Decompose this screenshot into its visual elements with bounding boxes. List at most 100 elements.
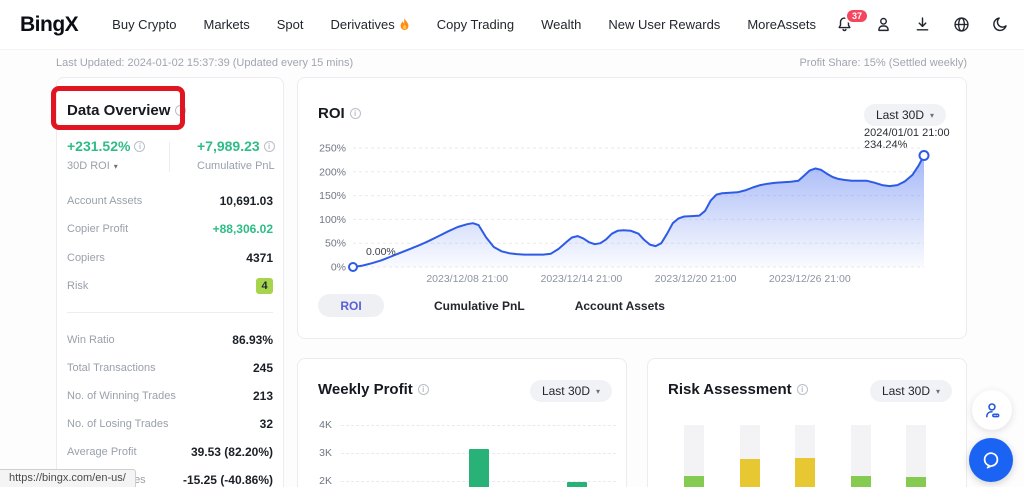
live-chat-button[interactable] [969, 438, 1013, 482]
stat-pnl-label: Cumulative PnL [197, 160, 275, 172]
overview-title: Data Overview [67, 102, 187, 119]
risk-bar-fill [851, 476, 871, 487]
status-bar-url: https://bingx.com/en-us/ [0, 469, 136, 487]
y-axis-tick: 3K [319, 447, 332, 459]
info-icon[interactable] [175, 105, 187, 116]
row-win-ratio: Win Ratio 86.93% [67, 333, 273, 347]
nav-item-markets[interactable]: Markets [203, 17, 250, 32]
nav-item-copy-trading[interactable]: Copy Trading [436, 17, 515, 32]
svg-text:2023/12/14 21:00: 2023/12/14 21:00 [541, 273, 623, 285]
row-copiers: Copiers 4371 [67, 251, 273, 265]
risk-level-badge: 4 [256, 278, 273, 294]
data-overview-card: Data Overview +231.52% 30D ROI▾ +7,989.2… [51, 77, 284, 487]
risk-bar-fill [795, 458, 815, 487]
info-icon[interactable] [796, 384, 808, 395]
svg-text:2023/12/20 21:00: 2023/12/20 21:00 [655, 273, 737, 285]
nav-item-wealth[interactable]: Wealth [541, 17, 582, 32]
info-icon[interactable] [349, 108, 361, 119]
row-total-transactions: Total Transactions 245 [67, 361, 273, 375]
tab-roi[interactable]: ROI [318, 294, 384, 317]
y-axis-tick: 2K [319, 475, 332, 487]
stat-30d-roi: +231.52% 30D ROI▾ [67, 138, 146, 172]
profit-bar [567, 482, 587, 487]
info-icon[interactable] [134, 140, 146, 152]
top-nav: BingX Buy Crypto Markets Spot Derivative… [0, 0, 1024, 50]
fire-icon [399, 18, 410, 31]
nav-item-derivatives[interactable]: Derivatives [330, 17, 409, 32]
nav-right: Assets 37 [776, 7, 1011, 35]
bingx-logo[interactable]: BingX [20, 12, 79, 36]
chart-tabs: ROI Cumulative PnL Account Assets [318, 294, 665, 317]
chat-bubble-icon [980, 449, 1002, 471]
row-winning-trades: No. of Winning Trades 213 [67, 389, 273, 403]
risk-bar-fill [684, 476, 704, 487]
last-updated-text: Last Updated: 2024-01-02 15:37:39 (Updat… [56, 57, 354, 69]
svg-text:2023/12/26 21:00: 2023/12/26 21:00 [769, 273, 851, 285]
svg-text:200%: 200% [319, 166, 346, 178]
risk-bar-fill [740, 459, 760, 487]
svg-text:50%: 50% [325, 238, 346, 250]
row-losing-trades: No. of Losing Trades 32 [67, 417, 273, 431]
info-icon[interactable] [263, 140, 275, 152]
roi-title: ROI [318, 105, 361, 122]
download-app-icon[interactable] [913, 15, 933, 35]
risk-bar-track [795, 425, 815, 487]
svg-text:0%: 0% [331, 262, 346, 274]
notification-count-badge: 37 [844, 7, 869, 24]
notification-bell-icon[interactable]: 37 [835, 7, 869, 35]
svg-text:2023/12/08 21:00: 2023/12/08 21:00 [426, 273, 508, 285]
svg-text:150%: 150% [319, 190, 346, 202]
section-divider [67, 312, 273, 313]
weekly-profit-title: Weekly Profit [318, 381, 429, 398]
chart-point-tooltip: 2024/01/01 21:00 234.24% [864, 127, 950, 151]
risk-bar-fill [906, 477, 926, 487]
risk-assessment-title: Risk Assessment [668, 381, 808, 398]
row-account-assets: Account Assets 10,691.03 [67, 194, 273, 208]
svg-text:100%: 100% [319, 214, 346, 226]
nav-item-spot[interactable]: Spot [276, 17, 304, 32]
y-axis-tick: 4K [319, 419, 332, 431]
svg-text:250%: 250% [319, 143, 346, 155]
roi-chart-card: ROI Last 30D▾ 2024/01/01 21:00 234.24% 0… [297, 77, 967, 339]
weekly-range-dropdown[interactable]: Last 30D ▾ [529, 380, 612, 402]
support-agent-icon [982, 400, 1003, 421]
moon-theme-icon[interactable] [991, 15, 1011, 35]
weekly-profit-card: Weekly Profit Last 30D▾ 4K 3K 2K [297, 358, 627, 487]
row-risk: Risk 4 [67, 278, 273, 294]
chevron-down-icon: ▾ [595, 386, 600, 396]
globe-language-icon[interactable] [952, 15, 972, 35]
roi-line-chart[interactable]: 0% 50% 100% 150% 200% 250% 2023/12/08 21:00 202… [308, 128, 958, 298]
stat-divider [169, 142, 170, 172]
meta-bar: Last Updated: 2024-01-02 15:37:39 (Updat… [0, 50, 1024, 76]
chevron-down-icon: ▾ [929, 110, 934, 120]
risk-assessment-card: Risk Assessment Last 30D▾ [647, 358, 967, 487]
risk-bar-track [851, 425, 871, 487]
roi-chart-svg: 0% 50% 100% 150% 200% 250% 2023/12/08 21:00 202… [319, 143, 930, 285]
nav-item-buy-crypto[interactable]: Buy Crypto [112, 17, 177, 32]
risk-bar-track [740, 425, 760, 487]
risk-bar-track [684, 425, 704, 487]
profit-share-text: Profit Share: 15% (Settled weekly) [799, 57, 967, 69]
support-agent-button[interactable] [972, 390, 1012, 430]
nav-item-more[interactable]: More [747, 17, 777, 32]
tab-cumulative-pnl[interactable]: Cumulative PnL [434, 298, 525, 313]
risk-range-dropdown[interactable]: Last 30D ▾ [869, 380, 952, 402]
profit-bar [469, 449, 489, 487]
tab-account-assets[interactable]: Account Assets [574, 298, 665, 313]
risk-bar-track [906, 425, 926, 487]
stat-cumulative-pnl: +7,989.23 Cumulative PnL [197, 138, 275, 172]
svg-text:0.00%: 0.00% [366, 246, 396, 258]
row-copier-profit: Copier Profit +88,306.02 [67, 222, 273, 236]
weekly-profit-bar-chart[interactable]: 4K 3K 2K [298, 359, 626, 487]
roi-range-dropdown[interactable]: Last 30D ▾ [863, 104, 946, 126]
user-icon[interactable] [874, 15, 894, 35]
assets-link[interactable]: Assets [776, 17, 816, 32]
chevron-down-icon: ▾ [113, 161, 118, 171]
stat-roi-label[interactable]: 30D ROI ▾ [67, 160, 118, 172]
info-icon[interactable] [417, 384, 429, 395]
gridline [341, 425, 616, 426]
nav-item-new-user-rewards[interactable]: New User Rewards [608, 17, 721, 32]
risk-assessment-bar-chart[interactable] [648, 359, 966, 487]
nav-menu: Buy Crypto Markets Spot Derivatives Copy… [112, 17, 777, 32]
